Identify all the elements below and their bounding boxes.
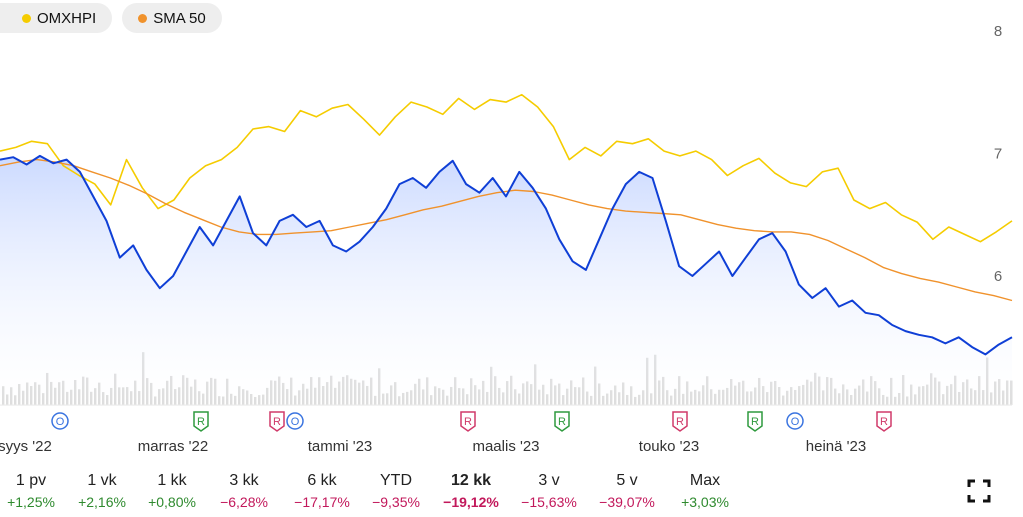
dividend-marker-icon[interactable]: O xyxy=(286,412,304,430)
svg-text:R: R xyxy=(558,416,566,428)
series-line-omxhpi xyxy=(0,93,1013,243)
range-label: YTD xyxy=(380,472,412,489)
svg-text:R: R xyxy=(197,416,205,428)
x-axis: syys '22 marras '22 tammi '23 maalis '23 tou… xyxy=(0,438,866,455)
range-option[interactable]: Max +3,03% xyxy=(670,470,740,512)
report-marker-icon[interactable]: R xyxy=(747,411,763,432)
y-axis: 8 7 6 xyxy=(994,23,1002,285)
range-label: 6 kk xyxy=(307,472,337,489)
range-label: 1 pv xyxy=(15,472,47,489)
range-label: 12 kk xyxy=(450,472,492,489)
x-tick-label: tammi '23 xyxy=(308,438,373,455)
range-option[interactable]: 12 kk −19,12% xyxy=(436,470,506,512)
range-label: 3 kk xyxy=(229,472,259,489)
y-tick-label: 7 xyxy=(994,146,1002,163)
range-option[interactable]: 3 kk −6,28% xyxy=(209,470,279,512)
range-label: 5 v xyxy=(616,472,638,489)
svg-text:O: O xyxy=(56,416,65,428)
x-tick-label: maalis '23 xyxy=(472,438,539,455)
legend-item-omxhpi[interactable]: OMXHPI xyxy=(0,3,113,33)
svg-text:R: R xyxy=(676,416,684,428)
range-label: 1 vk xyxy=(87,472,117,489)
range-option[interactable]: 6 kk −17,17% xyxy=(287,470,357,512)
range-label: Max xyxy=(689,472,721,489)
range-label: 3 v xyxy=(538,472,560,489)
report-marker-icon[interactable]: R xyxy=(672,411,688,432)
range-change: +1,25% xyxy=(7,494,55,510)
range-change: −9,35% xyxy=(372,494,420,510)
price-area xyxy=(0,155,1012,405)
svg-text:R: R xyxy=(464,416,472,428)
svg-text:R: R xyxy=(273,416,281,428)
range-option[interactable]: YTD −9,35% xyxy=(361,470,431,512)
range-selector: 1 pv +1,25% 1 vk +2,16% 1 kk +0,80% 3 kk −6,28%… xyxy=(0,470,760,514)
dividend-marker-icon[interactable]: O xyxy=(51,412,69,430)
dividend-marker-icon[interactable]: O xyxy=(786,412,804,430)
svg-text:O: O xyxy=(791,416,800,428)
range-option[interactable]: 1 vk +2,16% xyxy=(67,470,137,512)
range-change: −19,12% xyxy=(443,494,499,510)
range-option[interactable]: 3 v −15,63% xyxy=(514,470,584,512)
series-line-price xyxy=(0,154,1013,356)
range-change: +0,80% xyxy=(148,494,196,510)
range-option[interactable]: 1 pv +1,25% xyxy=(0,470,66,512)
report-marker-icon[interactable]: R xyxy=(193,411,209,432)
x-tick-label: heinä '23 xyxy=(806,438,866,455)
svg-text:O: O xyxy=(291,416,300,428)
svg-text:R: R xyxy=(751,416,759,428)
range-label: 1 kk xyxy=(157,472,187,489)
legend-item-sma50[interactable]: SMA 50 xyxy=(122,3,222,33)
legend-dot-icon xyxy=(22,13,31,23)
report-marker-icon[interactable]: R xyxy=(876,411,892,432)
x-tick-label: syys '22 xyxy=(0,438,52,455)
legend-label: SMA 50 xyxy=(153,9,206,27)
report-marker-icon[interactable]: R xyxy=(460,411,476,432)
series-line-sma50 xyxy=(0,158,1013,302)
legend: OMXHPI SMA 50 xyxy=(0,3,222,33)
range-change: −17,17% xyxy=(294,494,350,510)
svg-text:R: R xyxy=(880,416,888,428)
fullscreen-icon[interactable] xyxy=(966,478,992,504)
report-marker-icon[interactable]: R xyxy=(269,411,285,432)
report-marker-icon[interactable]: R xyxy=(554,411,570,432)
range-change: +2,16% xyxy=(78,494,126,510)
range-option[interactable]: 1 kk +0,80% xyxy=(137,470,207,512)
range-option[interactable]: 5 v −39,07% xyxy=(592,470,662,512)
range-change: +3,03% xyxy=(681,494,729,510)
x-tick-label: marras '22 xyxy=(138,438,208,455)
legend-dot-icon xyxy=(138,13,148,23)
x-tick-label: touko '23 xyxy=(639,438,699,455)
legend-label: OMXHPI xyxy=(37,9,97,27)
y-tick-label: 6 xyxy=(994,268,1002,285)
range-change: −6,28% xyxy=(220,494,268,510)
y-tick-label: 8 xyxy=(994,23,1002,40)
range-change: −15,63% xyxy=(521,494,577,510)
range-change: −39,07% xyxy=(599,494,655,510)
